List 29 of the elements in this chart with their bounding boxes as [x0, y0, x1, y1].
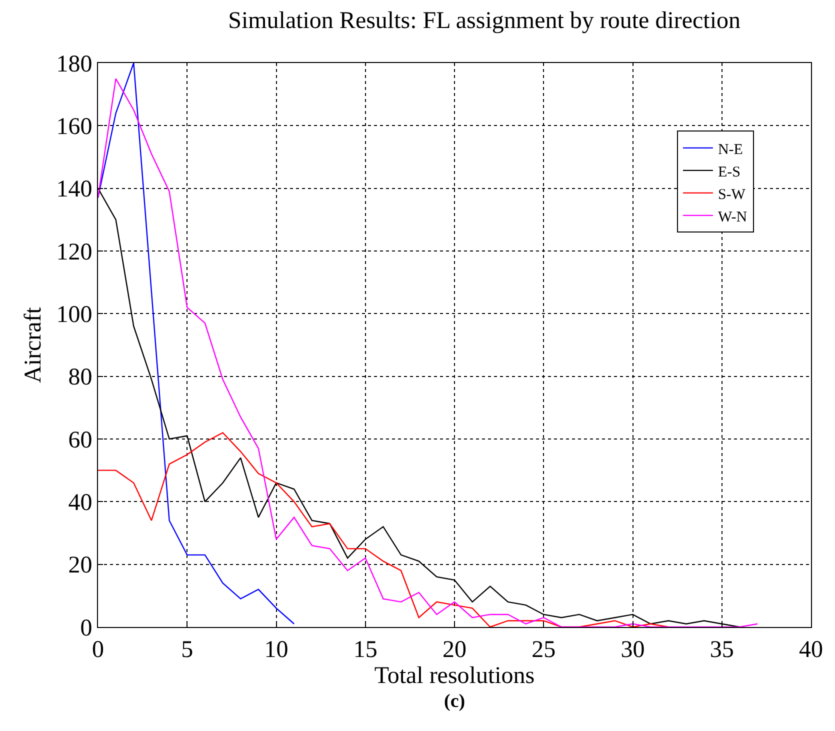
y-tick-label: 0 — [80, 615, 92, 642]
y-tick-label: 160 — [56, 114, 92, 140]
x-tick-label: 30 — [620, 636, 645, 663]
y-axis-title: Aircraft — [20, 306, 46, 383]
line-series — [98, 63, 295, 624]
legend-label: W-N — [718, 209, 748, 226]
y-tick-label: 140 — [56, 176, 92, 203]
x-tick-label: 20 — [442, 636, 466, 663]
x-tick-label: 10 — [264, 636, 288, 663]
y-tick-label: 120 — [56, 239, 92, 266]
y-tick-label: 20 — [68, 552, 92, 579]
y-tick-label: 60 — [68, 427, 92, 454]
x-tick-label: 35 — [710, 636, 734, 663]
x-tick-label: 25 — [532, 636, 556, 663]
legend-label: E-S — [718, 164, 740, 180]
legend-label: N-E — [718, 142, 743, 158]
y-tick-label: 40 — [68, 490, 92, 516]
line-series — [98, 78, 758, 627]
y-tick-label: 180 — [56, 51, 92, 78]
x-tick-label: 5 — [181, 636, 194, 663]
line-series — [98, 432, 669, 627]
x-tick-label: 40 — [799, 636, 823, 663]
x-tick-label: 15 — [353, 636, 378, 663]
y-tick-label: 80 — [68, 364, 92, 391]
chart-title: Simulation Results: FL assignment by route direction — [228, 8, 741, 34]
legend-label: S-W — [718, 186, 746, 203]
x-axis-title: Total resolutions — [374, 663, 535, 690]
text: (c) — [444, 691, 466, 712]
y-tick-label: 100 — [56, 302, 92, 328]
